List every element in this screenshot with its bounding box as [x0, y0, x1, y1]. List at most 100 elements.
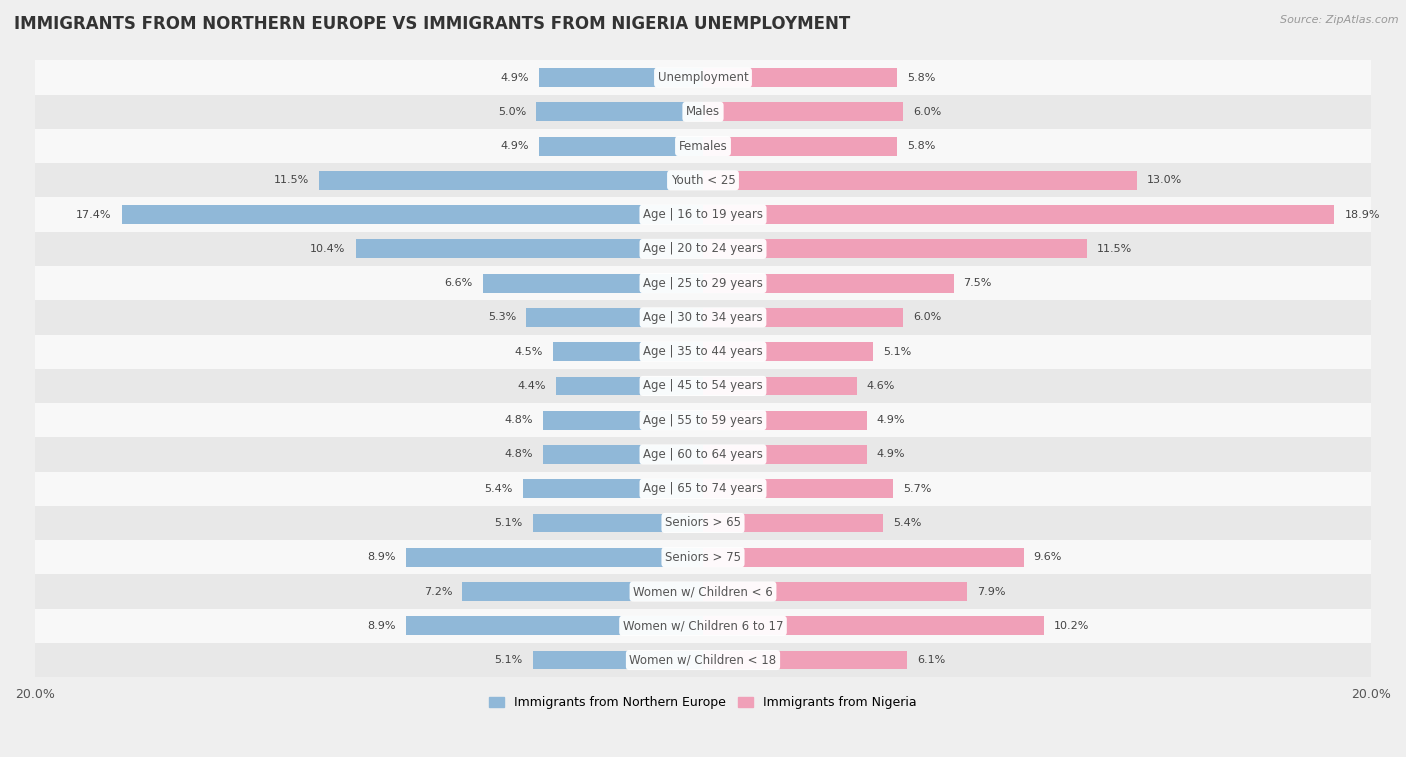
- Bar: [540, 137, 703, 155]
- Text: 4.9%: 4.9%: [501, 141, 529, 151]
- Text: 4.9%: 4.9%: [877, 450, 905, 459]
- Bar: [482, 274, 703, 292]
- Text: Males: Males: [686, 105, 720, 118]
- Text: 4.4%: 4.4%: [517, 381, 546, 391]
- Text: 5.1%: 5.1%: [883, 347, 911, 357]
- Bar: [526, 308, 703, 327]
- Bar: [703, 308, 904, 327]
- Text: 5.4%: 5.4%: [484, 484, 513, 494]
- Text: Age | 35 to 44 years: Age | 35 to 44 years: [643, 345, 763, 358]
- Bar: [35, 609, 1371, 643]
- Bar: [703, 102, 904, 121]
- Bar: [35, 643, 1371, 678]
- Text: 13.0%: 13.0%: [1147, 176, 1182, 185]
- Text: Seniors > 75: Seniors > 75: [665, 551, 741, 564]
- Bar: [533, 650, 703, 669]
- Text: Females: Females: [679, 139, 727, 153]
- Text: 4.5%: 4.5%: [515, 347, 543, 357]
- Text: 7.9%: 7.9%: [977, 587, 1005, 597]
- Legend: Immigrants from Northern Europe, Immigrants from Nigeria: Immigrants from Northern Europe, Immigra…: [484, 691, 922, 714]
- Bar: [406, 616, 703, 635]
- Bar: [703, 616, 1043, 635]
- Bar: [35, 472, 1371, 506]
- Bar: [703, 445, 866, 464]
- Bar: [703, 548, 1024, 567]
- Text: 11.5%: 11.5%: [1097, 244, 1132, 254]
- Bar: [703, 239, 1087, 258]
- Bar: [35, 164, 1371, 198]
- Text: 4.8%: 4.8%: [505, 415, 533, 425]
- Text: 5.8%: 5.8%: [907, 141, 935, 151]
- Bar: [35, 369, 1371, 403]
- Text: 8.9%: 8.9%: [367, 621, 395, 631]
- Text: 5.7%: 5.7%: [904, 484, 932, 494]
- Bar: [319, 171, 703, 190]
- Text: 5.1%: 5.1%: [495, 518, 523, 528]
- Text: 10.4%: 10.4%: [311, 244, 346, 254]
- Bar: [122, 205, 703, 224]
- Text: Age | 30 to 34 years: Age | 30 to 34 years: [643, 311, 763, 324]
- Bar: [35, 95, 1371, 129]
- Bar: [35, 575, 1371, 609]
- Text: Women w/ Children 6 to 17: Women w/ Children 6 to 17: [623, 619, 783, 632]
- Bar: [703, 342, 873, 361]
- Bar: [703, 376, 856, 395]
- Text: Age | 60 to 64 years: Age | 60 to 64 years: [643, 448, 763, 461]
- Bar: [543, 411, 703, 430]
- Bar: [35, 266, 1371, 301]
- Bar: [555, 376, 703, 395]
- Bar: [35, 232, 1371, 266]
- Text: 8.9%: 8.9%: [367, 553, 395, 562]
- Text: 6.0%: 6.0%: [914, 107, 942, 117]
- Bar: [35, 540, 1371, 575]
- Text: Seniors > 65: Seniors > 65: [665, 516, 741, 529]
- Text: 6.1%: 6.1%: [917, 655, 945, 665]
- Text: Age | 20 to 24 years: Age | 20 to 24 years: [643, 242, 763, 255]
- Text: 5.8%: 5.8%: [907, 73, 935, 83]
- Bar: [543, 445, 703, 464]
- Text: 17.4%: 17.4%: [76, 210, 111, 220]
- Bar: [406, 548, 703, 567]
- Bar: [356, 239, 703, 258]
- Bar: [35, 301, 1371, 335]
- Bar: [35, 198, 1371, 232]
- Bar: [35, 438, 1371, 472]
- Text: 5.4%: 5.4%: [893, 518, 922, 528]
- Text: Unemployment: Unemployment: [658, 71, 748, 84]
- Text: IMMIGRANTS FROM NORTHERN EUROPE VS IMMIGRANTS FROM NIGERIA UNEMPLOYMENT: IMMIGRANTS FROM NORTHERN EUROPE VS IMMIG…: [14, 15, 851, 33]
- Text: 9.6%: 9.6%: [1033, 553, 1062, 562]
- Bar: [35, 61, 1371, 95]
- Bar: [35, 335, 1371, 369]
- Text: Source: ZipAtlas.com: Source: ZipAtlas.com: [1281, 15, 1399, 25]
- Bar: [703, 137, 897, 155]
- Text: 7.2%: 7.2%: [425, 587, 453, 597]
- Bar: [703, 411, 866, 430]
- Text: 10.2%: 10.2%: [1053, 621, 1090, 631]
- Bar: [703, 68, 897, 87]
- Bar: [533, 513, 703, 532]
- Text: Age | 25 to 29 years: Age | 25 to 29 years: [643, 276, 763, 290]
- Text: Age | 45 to 54 years: Age | 45 to 54 years: [643, 379, 763, 392]
- Text: Age | 55 to 59 years: Age | 55 to 59 years: [643, 413, 763, 427]
- Text: 4.9%: 4.9%: [877, 415, 905, 425]
- Bar: [703, 582, 967, 601]
- Text: Youth < 25: Youth < 25: [671, 174, 735, 187]
- Bar: [35, 506, 1371, 540]
- Text: 11.5%: 11.5%: [274, 176, 309, 185]
- Text: 5.1%: 5.1%: [495, 655, 523, 665]
- Bar: [703, 650, 907, 669]
- Bar: [703, 274, 953, 292]
- Text: 6.0%: 6.0%: [914, 313, 942, 322]
- Bar: [463, 582, 703, 601]
- Bar: [35, 129, 1371, 164]
- Text: 4.8%: 4.8%: [505, 450, 533, 459]
- Bar: [703, 205, 1334, 224]
- Text: Age | 16 to 19 years: Age | 16 to 19 years: [643, 208, 763, 221]
- Bar: [703, 479, 893, 498]
- Bar: [35, 403, 1371, 438]
- Text: 4.9%: 4.9%: [501, 73, 529, 83]
- Text: 6.6%: 6.6%: [444, 278, 472, 288]
- Text: Women w/ Children < 18: Women w/ Children < 18: [630, 653, 776, 666]
- Bar: [553, 342, 703, 361]
- Bar: [536, 102, 703, 121]
